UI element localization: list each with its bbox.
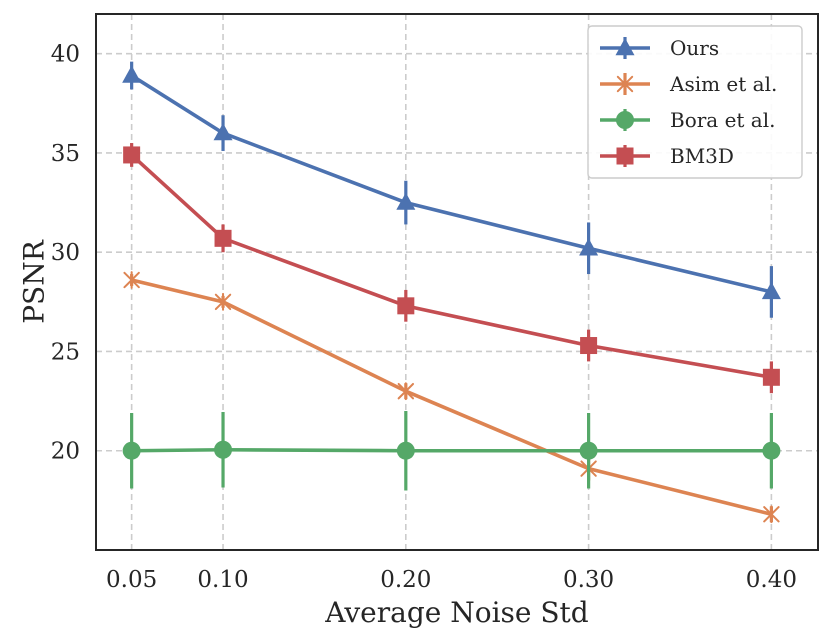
- circle-marker: [762, 441, 781, 460]
- asterisk-marker: [763, 505, 780, 524]
- circle-marker: [396, 441, 415, 460]
- legend-entry: Bora et al.: [600, 108, 776, 132]
- series-bm3d: [123, 143, 780, 394]
- square-marker: [580, 337, 598, 355]
- y-tick-label: 40: [51, 42, 80, 68]
- plot-frame: [95, 13, 819, 551]
- square-marker: [762, 368, 780, 386]
- triangle-marker: [579, 238, 599, 256]
- square-marker: [397, 297, 415, 315]
- series-line: [130, 153, 772, 380]
- legend-label: Bora et al.: [670, 108, 776, 132]
- x-tick-label: 0.20: [380, 567, 431, 593]
- x-tick-label: 0.40: [746, 567, 797, 593]
- legend-entry: Asim et al.: [600, 72, 777, 96]
- series-ours: [122, 61, 781, 318]
- legend-label: Ours: [670, 36, 719, 60]
- asterisk-marker: [214, 292, 232, 311]
- circle-marker: [122, 441, 141, 460]
- y-tick-label: 25: [51, 339, 80, 365]
- triangle-marker: [761, 281, 781, 300]
- square-marker: [123, 146, 141, 164]
- asterisk-marker: [123, 271, 140, 289]
- y-tick-label: 20: [51, 439, 80, 465]
- x-tick-label: 0.05: [106, 567, 157, 593]
- legend-label: Asim et al.: [669, 72, 777, 96]
- square-marker: [616, 147, 634, 165]
- square-marker: [214, 229, 232, 247]
- triangle-marker: [615, 38, 635, 56]
- series-layer: [122, 61, 781, 524]
- legend-box: [587, 25, 803, 179]
- circle-marker: [214, 440, 233, 459]
- x-tick-label: 0.10: [197, 567, 248, 593]
- series-bora-et-al: [122, 411, 781, 491]
- triangle-marker: [396, 192, 416, 210]
- legend: Ours Asim et al. Bora et al. BM3D: [587, 25, 803, 179]
- circle-marker: [616, 111, 634, 129]
- legend-entry: BM3D: [600, 144, 734, 168]
- x-tick-label: 0.30: [563, 567, 614, 593]
- circle-marker: [579, 441, 598, 460]
- asterisk-marker: [616, 75, 634, 93]
- legend-entry: Ours: [600, 36, 719, 60]
- triangle-marker: [122, 65, 142, 83]
- x-axis-label: Average Noise Std: [324, 596, 589, 629]
- y-tick-label: 35: [51, 141, 80, 167]
- tick-labels: 0.05 0.10 0.20 0.30 0.40 20 25 30 35 40: [51, 42, 797, 593]
- y-tick-label: 30: [51, 240, 80, 266]
- legend-label: BM3D: [670, 144, 734, 168]
- series-asim-et-al: [123, 271, 780, 524]
- y-axis-label: PSNR: [18, 239, 51, 324]
- triangle-marker: [213, 123, 233, 141]
- asterisk-marker: [397, 382, 415, 401]
